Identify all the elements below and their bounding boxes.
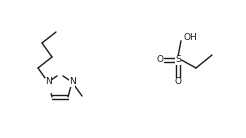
Text: N: N bbox=[45, 78, 51, 87]
Text: OH: OH bbox=[184, 34, 198, 43]
Text: N: N bbox=[69, 78, 75, 87]
Text: O: O bbox=[156, 55, 164, 64]
Text: O: O bbox=[174, 78, 182, 87]
Text: S: S bbox=[175, 55, 181, 64]
